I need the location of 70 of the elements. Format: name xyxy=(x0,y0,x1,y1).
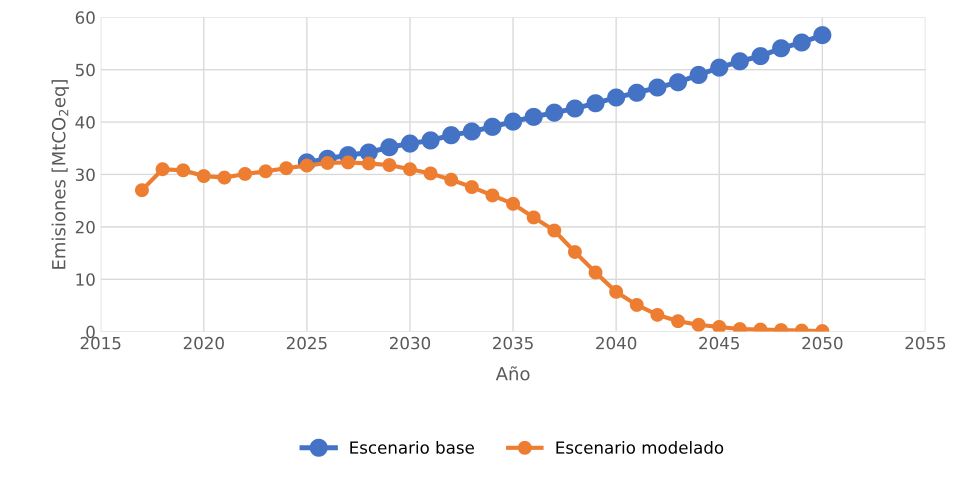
y-tick-label: 10 xyxy=(76,273,95,286)
point xyxy=(403,162,417,176)
point xyxy=(362,156,376,170)
point xyxy=(464,180,479,194)
legend-label: Escenario base xyxy=(350,440,474,454)
point xyxy=(566,99,584,118)
x-tick-label: 2055 xyxy=(905,336,946,350)
x-tick-label: 2015 xyxy=(80,336,120,350)
point xyxy=(545,104,564,122)
point xyxy=(380,138,398,156)
point xyxy=(607,88,626,107)
x-tick-label: 2020 xyxy=(184,336,224,350)
point xyxy=(176,163,190,178)
point xyxy=(483,118,502,136)
point xyxy=(650,308,664,322)
point xyxy=(588,266,602,280)
point xyxy=(628,84,646,102)
point xyxy=(424,166,438,180)
x-tick-label: 2040 xyxy=(596,336,636,350)
point xyxy=(526,210,541,224)
y-tick-label: 30 xyxy=(76,168,95,182)
point xyxy=(486,188,500,202)
point xyxy=(238,167,252,181)
point xyxy=(648,78,666,97)
point xyxy=(400,134,419,153)
point xyxy=(730,52,749,70)
y-axis-title: Emisiones [MtCO$_{2}$eq] xyxy=(52,80,70,269)
point xyxy=(217,170,232,185)
point xyxy=(444,172,458,187)
legend-label: Escenario modelado xyxy=(556,440,724,454)
y-tick-label: 20 xyxy=(76,220,95,234)
x-tick-label: 2050 xyxy=(802,336,842,350)
y-tick-label: 0 xyxy=(86,326,95,338)
point xyxy=(524,108,543,126)
x-tick-label: 2035 xyxy=(493,336,533,350)
x-axis-title: Año xyxy=(496,366,530,381)
point xyxy=(442,126,460,144)
x-tick-label: 2045 xyxy=(699,336,739,350)
point xyxy=(668,73,688,92)
point xyxy=(772,39,790,58)
point xyxy=(341,155,356,170)
point xyxy=(196,169,211,184)
y-tick-label: 40 xyxy=(75,116,95,129)
point xyxy=(422,131,440,150)
y-tick-label: 50 xyxy=(76,64,95,76)
point xyxy=(258,164,273,178)
y-tick-label: 60 xyxy=(76,11,95,24)
point xyxy=(506,196,520,211)
point xyxy=(279,161,294,176)
point xyxy=(671,314,685,328)
x-tick-label: 2030 xyxy=(390,336,430,350)
point xyxy=(300,158,314,173)
point xyxy=(462,122,481,141)
point xyxy=(568,245,582,259)
point xyxy=(630,298,644,312)
point xyxy=(134,183,149,198)
point xyxy=(813,26,832,44)
point xyxy=(504,112,522,131)
point xyxy=(792,33,811,52)
point xyxy=(692,318,706,332)
point xyxy=(547,224,562,238)
point xyxy=(586,94,605,112)
x-tick-label: 2025 xyxy=(286,336,327,350)
point xyxy=(382,158,396,172)
point xyxy=(690,66,708,84)
point xyxy=(712,320,726,332)
point xyxy=(751,47,770,66)
point xyxy=(609,284,624,299)
point xyxy=(710,58,728,77)
point xyxy=(156,162,170,176)
